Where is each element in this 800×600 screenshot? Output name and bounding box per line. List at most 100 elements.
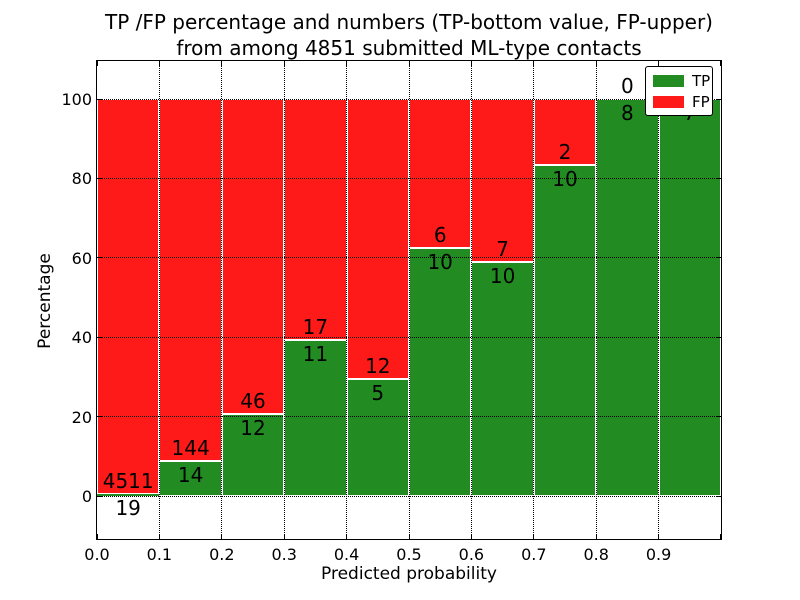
x-tick-top-0 bbox=[97, 61, 98, 66]
tp-count-label-0: 19 bbox=[115, 496, 141, 521]
fp-count-label-6: 7 bbox=[496, 237, 509, 262]
bar-segment-fp-7 bbox=[533, 99, 597, 166]
y-tick-right-0 bbox=[716, 495, 721, 497]
bar-segment-fp-6 bbox=[471, 99, 534, 263]
x-tick-bottom-3 bbox=[283, 534, 285, 539]
legend-swatch-fp bbox=[653, 96, 684, 108]
chart-title-line2: from among 4851 submitted ML-type contac… bbox=[176, 36, 642, 60]
bar-segment-tp-1 bbox=[159, 460, 222, 496]
tp-count-label-8: 8 bbox=[621, 101, 634, 125]
x-tick-top-3 bbox=[283, 61, 285, 66]
x-tick-top-10 bbox=[720, 61, 721, 66]
y-tick-left-60 bbox=[97, 257, 102, 259]
y-tick-left-0 bbox=[97, 495, 102, 497]
legend: TP FP bbox=[645, 66, 713, 116]
tp-count-label-1: 14 bbox=[177, 462, 204, 487]
horizontal-gridline-0 bbox=[97, 495, 721, 497]
fp-count-label-8: 0 bbox=[621, 74, 634, 98]
y-tick-right-20 bbox=[716, 416, 721, 418]
vertical-gridline-7 bbox=[533, 61, 535, 539]
legend-item-tp: TP bbox=[653, 73, 710, 89]
y-tick-label-20: 20 bbox=[71, 407, 92, 427]
vertical-gridline-6 bbox=[470, 61, 472, 539]
bar-segment-tp-5 bbox=[409, 247, 472, 496]
legend-item-fp: FP bbox=[653, 94, 710, 110]
legend-label-fp: FP bbox=[692, 93, 710, 111]
x-tick-label-0.4: 0.4 bbox=[333, 545, 360, 564]
x-tick-bottom-7 bbox=[533, 534, 535, 539]
x-tick-top-6 bbox=[470, 61, 472, 66]
y-tick-right-100 bbox=[716, 98, 721, 100]
y-tick-left-40 bbox=[97, 336, 102, 338]
x-tick-label-0.9: 0.9 bbox=[645, 545, 672, 564]
chart-title: TP /FP percentage and numbers (TP-bottom… bbox=[97, 9, 721, 61]
bar-segment-tp-0 bbox=[97, 494, 160, 496]
bar-segment-fp-2 bbox=[221, 99, 285, 414]
y-tick-right-60 bbox=[716, 257, 721, 259]
x-tick-bottom-0 bbox=[97, 534, 98, 539]
legend-label-tp: TP bbox=[692, 72, 711, 90]
vertical-gridline-8 bbox=[595, 61, 597, 539]
horizontal-gridline-100 bbox=[97, 98, 721, 100]
x-axis-label: Predicted probability bbox=[321, 564, 497, 584]
vertical-gridline-9 bbox=[658, 61, 660, 539]
fp-count-label-3: 17 bbox=[302, 315, 329, 340]
y-tick-label-80: 80 bbox=[71, 169, 92, 189]
x-tick-label-0.7: 0.7 bbox=[521, 545, 547, 564]
bar-segment-tp-3 bbox=[284, 340, 347, 496]
x-tick-bottom-4 bbox=[346, 534, 348, 539]
horizontal-gridline-60 bbox=[97, 257, 721, 259]
x-tick-bottom-1 bbox=[158, 534, 160, 539]
bar-segment-fp-3 bbox=[284, 99, 347, 341]
fp-count-label-7: 2 bbox=[558, 140, 572, 165]
horizontal-gridline-20 bbox=[97, 416, 721, 418]
x-tick-top-5 bbox=[408, 61, 410, 66]
y-tick-right-80 bbox=[716, 177, 721, 179]
bar-segment-tp-4 bbox=[346, 379, 409, 496]
fp-count-label-4: 12 bbox=[365, 354, 391, 379]
x-tick-top-7 bbox=[533, 61, 535, 66]
bar-segment-fp-4 bbox=[346, 99, 409, 380]
bar-segment-fp-0 bbox=[97, 99, 160, 495]
x-tick-top-1 bbox=[158, 61, 160, 66]
bar-segment-fp-5 bbox=[409, 99, 472, 248]
bar-segment-tp-6 bbox=[471, 262, 534, 496]
vertical-gridline-2 bbox=[221, 61, 223, 539]
x-tick-top-2 bbox=[221, 61, 223, 66]
y-tick-left-80 bbox=[97, 177, 102, 179]
bar-segment-fp-1 bbox=[159, 99, 222, 461]
x-tick-top-4 bbox=[346, 61, 348, 66]
fp-count-label-5: 6 bbox=[433, 222, 447, 247]
fp-count-label-0: 4511 bbox=[102, 469, 154, 494]
y-tick-label-0: 0 bbox=[81, 487, 92, 506]
tp-count-label-2: 12 bbox=[240, 415, 266, 440]
x-tick-bottom-5 bbox=[408, 534, 410, 539]
vertical-gridline-1 bbox=[158, 61, 160, 539]
vertical-gridline-5 bbox=[408, 61, 410, 539]
y-tick-label-60: 60 bbox=[71, 248, 92, 268]
fp-count-label-2: 46 bbox=[240, 388, 266, 413]
x-tick-label-0.0: 0.0 bbox=[84, 545, 110, 564]
vertical-gridline-3 bbox=[283, 61, 285, 539]
bar-segment-tp-9 bbox=[658, 99, 721, 496]
x-tick-bottom-6 bbox=[470, 534, 472, 539]
x-tick-label-0.2: 0.2 bbox=[209, 545, 235, 564]
x-tick-bottom-8 bbox=[595, 534, 597, 539]
x-tick-bottom-2 bbox=[221, 534, 223, 539]
bar-segment-tp-2 bbox=[221, 413, 285, 496]
x-tick-bottom-9 bbox=[658, 534, 660, 539]
y-tick-label-40: 40 bbox=[71, 328, 92, 348]
x-tick-top-8 bbox=[595, 61, 597, 66]
tp-count-label-6: 10 bbox=[489, 264, 516, 289]
x-tick-label-0.3: 0.3 bbox=[271, 545, 297, 564]
x-tick-top-9 bbox=[658, 61, 660, 66]
bar-segment-tp-8 bbox=[596, 99, 659, 496]
horizontal-gridline-40 bbox=[97, 336, 721, 338]
legend-swatch-tp bbox=[653, 75, 684, 87]
y-tick-left-20 bbox=[97, 416, 102, 418]
bar-segment-tp-7 bbox=[533, 165, 597, 496]
chart-title-line1: TP /FP percentage and numbers (TP-bottom… bbox=[105, 10, 713, 34]
y-tick-right-40 bbox=[716, 336, 721, 338]
